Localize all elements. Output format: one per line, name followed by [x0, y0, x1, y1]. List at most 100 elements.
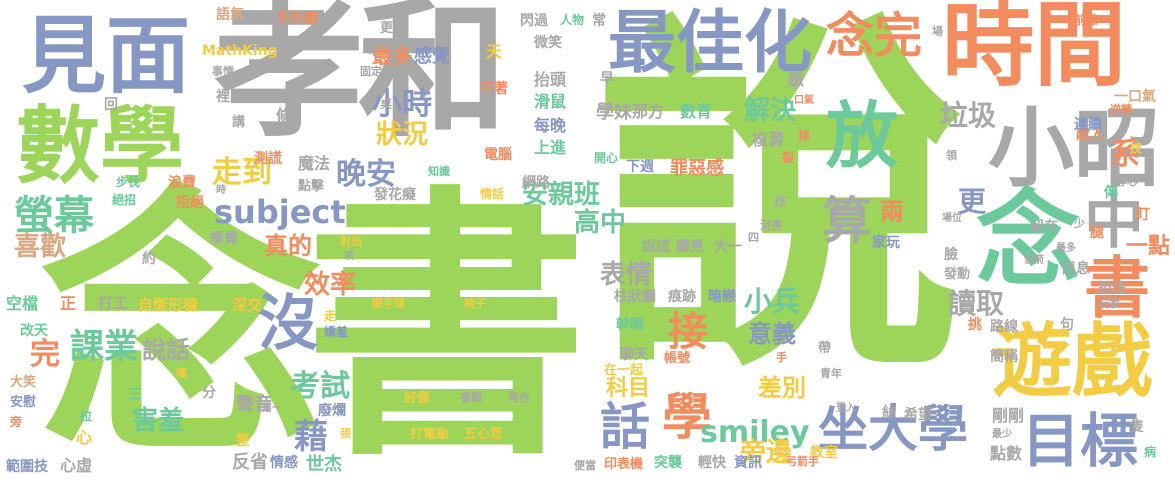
word-shuofa: 說法: [1098, 281, 1126, 297]
word-shuohua: 說話: [142, 336, 190, 364]
word-liang: 兩: [880, 198, 904, 226]
word-pangbian: 旁邊: [740, 438, 793, 468]
word-zaiyiqi: 在一起: [604, 363, 644, 378]
word-la: 拉: [80, 409, 93, 423]
word-wan2: 玩: [366, 43, 377, 56]
word-xinxu: 心虛: [60, 456, 93, 475]
word-meiwan: 每晚: [534, 116, 567, 135]
word-zhanghao: 帳號: [664, 351, 691, 366]
word-fang: 放: [826, 94, 899, 178]
word-nian: 念: [976, 179, 1081, 301]
word-wan: 完: [30, 337, 60, 372]
word-xiang: 項: [344, 251, 354, 262]
word-zheng2: 整: [236, 433, 250, 449]
word-cehuang: 測謊: [254, 151, 282, 167]
word-si2: 四: [748, 231, 759, 244]
word-yingmu: 螢幕: [14, 193, 94, 239]
word-jiaoshi: 教室: [810, 445, 838, 461]
word-nizhuan: 逆轉: [1110, 103, 1132, 116]
word-yidian: 一點: [1126, 234, 1171, 259]
word-zuieganx: 罪惡感: [670, 158, 724, 179]
word-haoxiang: 好像: [404, 391, 431, 406]
word-zhuangkuang: 狀況: [376, 120, 429, 150]
word-ji: 技: [1130, 141, 1143, 155]
word-zicanxinghui: 自慚形穢: [138, 296, 199, 314]
word-fahuachi: 發花癡: [374, 187, 416, 203]
word-ding: 盯: [1136, 207, 1150, 223]
word-si: 絲: [882, 405, 896, 421]
word-fadong: 發動: [944, 267, 971, 282]
word-ju: 句: [1060, 317, 1074, 333]
word-zou: 走: [324, 309, 337, 323]
word-jiaoxiu: 嬌羞: [324, 325, 349, 339]
word-dianshu: 點數: [990, 444, 1023, 463]
word-changwei: 場位: [942, 213, 962, 224]
word-zhi: 隻: [1130, 419, 1144, 435]
word-langfei: 浪費: [168, 175, 196, 191]
word-yiyi: 意義: [748, 320, 796, 348]
word-shanguo: 閃過: [520, 13, 548, 29]
word-jianmian: 見面: [22, 7, 191, 105]
word-xunxi: 訊息: [1062, 261, 1090, 277]
word-zhende: 真的: [264, 232, 312, 260]
word-shengyin: 聲音: [236, 394, 272, 415]
word-tui: 腿: [1090, 225, 1104, 241]
word-tiao: 條: [276, 106, 293, 125]
word-zuodaxue: 坐大學: [818, 400, 968, 458]
word-lie: 裂: [782, 151, 795, 165]
word-kaixin: 開心: [594, 151, 619, 165]
word-zha: 炸: [774, 195, 787, 209]
word-zhuo: 桌: [380, 97, 393, 111]
word-nafang: 那方: [632, 102, 665, 121]
word-suan: 算: [822, 192, 872, 250]
word-nianshu: 念書: [40, 164, 587, 482]
word-xihuan: 喜歡: [14, 232, 67, 262]
word-shuohuang: 說謊: [642, 239, 670, 255]
word-xiwang: 希望: [904, 407, 932, 423]
word-diyi: 第一: [262, 403, 282, 414]
word-dengru: 登入: [836, 403, 856, 414]
word-biaoqing: 表情: [600, 260, 653, 290]
word-feilan: 廢爛: [318, 403, 346, 419]
word-xiaobing: 小兵: [744, 285, 801, 318]
word-kouqi: 口氣: [794, 95, 814, 106]
word-shunshouqiu: 順手球: [372, 297, 405, 310]
word-xiaohe: 孝和: [214, 0, 508, 158]
word-guanli: 管理: [250, 13, 272, 26]
word-renwu: 人物: [560, 13, 585, 27]
word-xue: 學: [662, 388, 712, 446]
word-xuemei: 學妹: [596, 102, 632, 123]
word-wanglu: 網路: [522, 175, 550, 191]
word-shiqing: 事情: [212, 65, 234, 78]
word-haixiu: 害羞: [132, 406, 185, 436]
word-shu: 書: [1084, 250, 1150, 327]
word-keye: 課業: [70, 327, 138, 367]
word-ma: 嗎: [176, 367, 187, 380]
word-liuzai: 留在: [1030, 219, 1058, 235]
word-buzhao: 不著: [480, 81, 508, 97]
word-fajian: 發箭: [1024, 255, 1044, 266]
word-fen: 分: [202, 385, 216, 401]
word-ganma: 幹嘛: [616, 317, 644, 333]
word-smiley: smiley: [700, 415, 810, 450]
word-mei: 沒: [258, 289, 318, 359]
word-qingnian: 青年: [820, 367, 842, 380]
word-huichuo: 會戳: [460, 391, 482, 404]
word-dianji: 點擊: [298, 179, 325, 194]
word-jiawan: 家玩: [872, 235, 900, 251]
word-dai: 帶: [818, 341, 832, 356]
word-shao: 少: [1074, 217, 1085, 230]
word-diannao: 電腦: [484, 147, 512, 163]
word-jiao: 繳: [788, 70, 805, 89]
word-yinbiaoji: 印表機: [604, 457, 644, 472]
word-lian: 臉: [944, 247, 958, 263]
word-xiazhou: 下週: [626, 159, 654, 175]
word-shijian: 時間: [942, 0, 1127, 99]
word-hui: 回: [104, 97, 118, 113]
word-dagong: 打工: [98, 294, 129, 312]
word-diren: 敵人: [1076, 127, 1104, 143]
word-xuefei: 學費: [210, 231, 238, 247]
word-xiaoshi: 小時: [372, 87, 432, 122]
word-jie: 接: [668, 309, 708, 355]
word-wanan: 晚安: [336, 157, 396, 192]
